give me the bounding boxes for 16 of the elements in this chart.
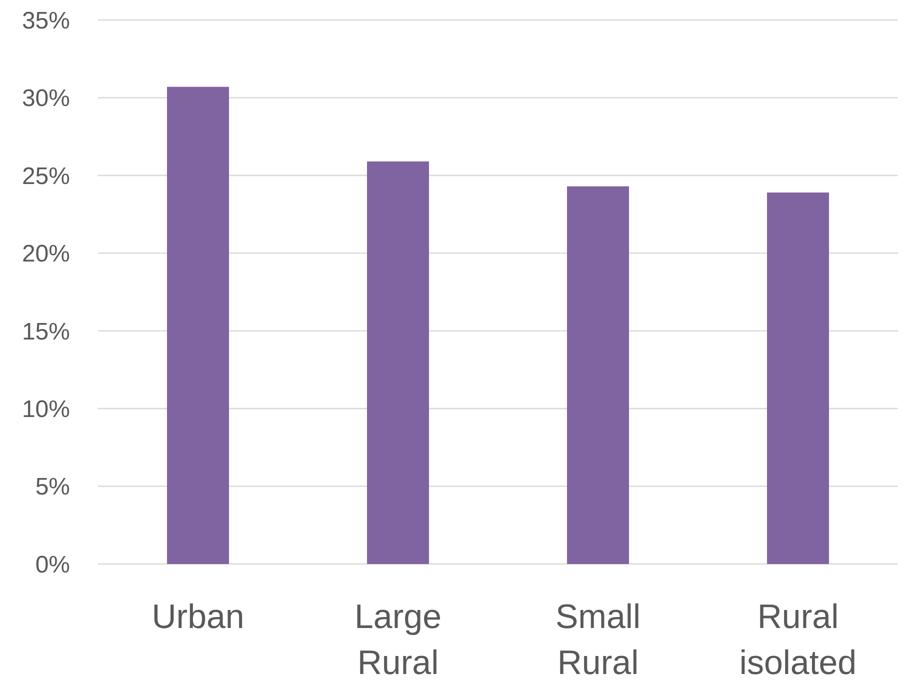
- x-tick-label: Rural isolated: [739, 598, 857, 682]
- y-tick-label: 30%: [22, 85, 70, 112]
- bar: [367, 161, 429, 564]
- y-tick-label: 10%: [22, 396, 70, 423]
- bar: [167, 86, 229, 564]
- y-tick-label: 0%: [35, 551, 70, 578]
- x-tick-label: Urban: [152, 598, 244, 636]
- y-tick-label: 35%: [22, 7, 70, 34]
- x-tick-label: Small Rural: [555, 598, 641, 682]
- y-tick-label: 15%: [22, 318, 70, 346]
- bar: [567, 186, 629, 564]
- y-tick-label: 25%: [22, 162, 70, 190]
- bar: [767, 192, 829, 564]
- y-tick-label: 20%: [22, 240, 70, 268]
- y-tick-label: 5%: [35, 474, 70, 501]
- x-tick-label: Large Rural: [354, 598, 442, 682]
